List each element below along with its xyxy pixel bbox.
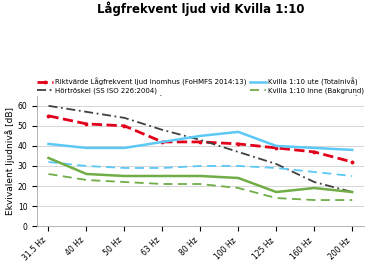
Kvilla 1:10 Inne (Totalnivå) bbox=[312, 186, 316, 190]
Line: Kvilla 1:10 ute (Totalnivå): Kvilla 1:10 ute (Totalnivå) bbox=[49, 132, 352, 150]
Kvilla 1:10 ute (Bakgrundsnivå) bbox=[274, 166, 279, 169]
Riktvärde Lågfrekvent ljud inomhus (FoHMFS 2014:13) bbox=[84, 122, 89, 126]
Kvilla 1:10 ute (Bakgrundsnivå) bbox=[236, 164, 240, 168]
Kvilla 1:10 ute (Bakgrundsnivå) bbox=[122, 166, 127, 169]
Kvilla 1:10 ute (Totalnivå) bbox=[198, 134, 203, 138]
Kvilla 1:10 Inne (Totalnivå) bbox=[350, 190, 354, 194]
Kvilla 1:10 ute (Bakgrundsnivå) bbox=[84, 164, 89, 168]
Kvilla 1:10 Inne (Totalnivå) bbox=[236, 176, 240, 180]
Hörtröskel (SS ISO 226:2004) bbox=[160, 128, 165, 131]
Line: Kvilla 1:10 ute (Bakgrundsnivå): Kvilla 1:10 ute (Bakgrundsnivå) bbox=[49, 162, 352, 176]
Kvilla 1:10 ute (Totalnivå) bbox=[84, 146, 89, 149]
Kvilla 1:10 Inne (Totalnivå) bbox=[274, 190, 279, 194]
Kvilla 1:10 ute (Totalnivå) bbox=[236, 130, 240, 134]
Hörtröskel (SS ISO 226:2004) bbox=[198, 138, 203, 142]
Kvilla 1:10 ute (Totalnivå) bbox=[312, 146, 316, 149]
Kvilla 1:10 Inne (Bakgrund) bbox=[312, 198, 316, 202]
Title: Lågfrekvent ljud vid Kvilla 1:10: Lågfrekvent ljud vid Kvilla 1:10 bbox=[96, 1, 304, 16]
Hörtröskel (SS ISO 226:2004) bbox=[122, 116, 127, 119]
Kvilla 1:10 ute (Bakgrundsnivå) bbox=[160, 166, 165, 169]
Kvilla 1:10 Inne (Bakgrund) bbox=[274, 197, 279, 200]
Hörtröskel (SS ISO 226:2004) bbox=[46, 104, 51, 107]
Riktvärde Lågfrekvent ljud inomhus (FoHMFS 2014:13) bbox=[312, 150, 316, 153]
Kvilla 1:10 ute (Totalnivå) bbox=[46, 142, 51, 146]
Kvilla 1:10 Inne (Bakgrund) bbox=[84, 178, 89, 182]
Kvilla 1:10 Inne (Bakgrund) bbox=[122, 180, 127, 184]
Kvilla 1:10 ute (Totalnivå) bbox=[350, 148, 354, 152]
Kvilla 1:10 ute (Totalnivå) bbox=[122, 146, 127, 149]
Riktvärde Lågfrekvent ljud inomhus (FoHMFS 2014:13) bbox=[160, 140, 165, 144]
Line: Kvilla 1:10 Inne (Bakgrund): Kvilla 1:10 Inne (Bakgrund) bbox=[49, 174, 352, 200]
Legend: Riktvärde Lågfrekvent ljud inomhus (FoHMFS 2014:13), Hörtröskel (SS ISO 226:2004: Riktvärde Lågfrekvent ljud inomhus (FoHM… bbox=[37, 78, 364, 104]
Kvilla 1:10 ute (Totalnivå) bbox=[160, 140, 165, 144]
Kvilla 1:10 ute (Bakgrundsnivå) bbox=[46, 160, 51, 164]
Line: Kvilla 1:10 Inne (Totalnivå): Kvilla 1:10 Inne (Totalnivå) bbox=[49, 158, 352, 192]
Kvilla 1:10 Inne (Bakgrund) bbox=[46, 172, 51, 176]
Kvilla 1:10 Inne (Bakgrund) bbox=[236, 186, 240, 190]
Riktvärde Lågfrekvent ljud inomhus (FoHMFS 2014:13) bbox=[122, 124, 127, 127]
Kvilla 1:10 Inne (Totalnivå) bbox=[198, 174, 203, 178]
Kvilla 1:10 Inne (Bakgrund) bbox=[350, 198, 354, 202]
Kvilla 1:10 Inne (Totalnivå) bbox=[46, 156, 51, 160]
Riktvärde Lågfrekvent ljud inomhus (FoHMFS 2014:13) bbox=[274, 146, 279, 149]
Kvilla 1:10 ute (Bakgrundsnivå) bbox=[198, 164, 203, 168]
Kvilla 1:10 ute (Bakgrundsnivå) bbox=[312, 171, 316, 174]
Hörtröskel (SS ISO 226:2004) bbox=[350, 190, 354, 194]
Kvilla 1:10 ute (Totalnivå) bbox=[274, 144, 279, 148]
Kvilla 1:10 Inne (Totalnivå) bbox=[84, 172, 89, 176]
Line: Hörtröskel (SS ISO 226:2004): Hörtröskel (SS ISO 226:2004) bbox=[49, 106, 352, 192]
Hörtröskel (SS ISO 226:2004) bbox=[84, 110, 89, 113]
Line: Riktvärde Lågfrekvent ljud inomhus (FoHMFS 2014:13): Riktvärde Lågfrekvent ljud inomhus (FoHM… bbox=[46, 113, 355, 164]
Y-axis label: Ekvivalent ljudnivå [dB]: Ekvivalent ljudnivå [dB] bbox=[5, 107, 15, 215]
Kvilla 1:10 Inne (Totalnivå) bbox=[160, 174, 165, 178]
Hörtröskel (SS ISO 226:2004) bbox=[312, 180, 316, 184]
Riktvärde Lågfrekvent ljud inomhus (FoHMFS 2014:13) bbox=[350, 160, 354, 164]
Kvilla 1:10 Inne (Totalnivå) bbox=[122, 174, 127, 178]
X-axis label: Frekvens [Hz]: Frekvens [Hz] bbox=[170, 265, 231, 266]
Hörtröskel (SS ISO 226:2004) bbox=[274, 162, 279, 165]
Riktvärde Lågfrekvent ljud inomhus (FoHMFS 2014:13) bbox=[198, 140, 203, 144]
Kvilla 1:10 Inne (Bakgrund) bbox=[160, 182, 165, 186]
Kvilla 1:10 ute (Bakgrundsnivå) bbox=[350, 174, 354, 178]
Hörtröskel (SS ISO 226:2004) bbox=[236, 150, 240, 153]
Riktvärde Lågfrekvent ljud inomhus (FoHMFS 2014:13) bbox=[46, 114, 51, 118]
Riktvärde Lågfrekvent ljud inomhus (FoHMFS 2014:13) bbox=[236, 142, 240, 146]
Kvilla 1:10 Inne (Bakgrund) bbox=[198, 182, 203, 186]
